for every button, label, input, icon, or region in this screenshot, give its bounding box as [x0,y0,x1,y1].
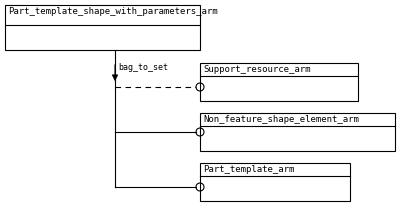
Text: Part_template_arm: Part_template_arm [203,165,294,174]
Text: Support_resource_arm: Support_resource_arm [203,65,310,74]
Text: Part_template_shape_with_parameters_arm: Part_template_shape_with_parameters_arm [8,7,218,16]
Bar [200,113,395,151]
Text: bag_to_set: bag_to_set [118,63,168,72]
Bar [200,63,358,101]
Bar [5,5,200,50]
Text: Non_feature_shape_element_arm: Non_feature_shape_element_arm [203,115,359,124]
Bar [200,163,350,201]
